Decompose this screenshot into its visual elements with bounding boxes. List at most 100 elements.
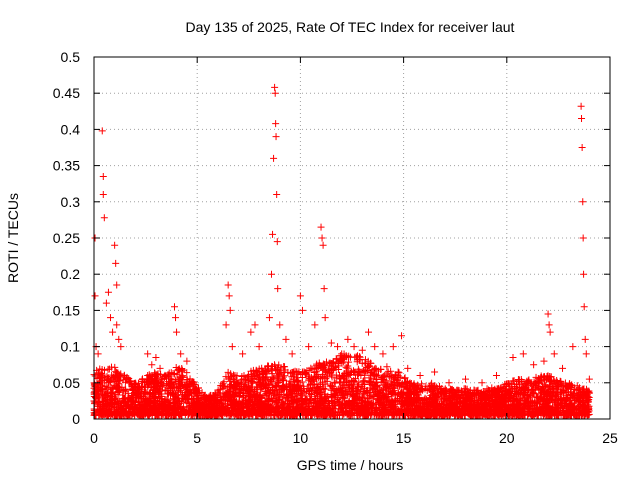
data-point [531, 397, 539, 405]
data-point [160, 399, 168, 407]
data-point [311, 395, 319, 403]
data-point [294, 378, 302, 386]
data-point [249, 401, 257, 409]
data-point [386, 402, 394, 410]
data-points [90, 83, 593, 419]
data-point [256, 409, 264, 417]
data-point [439, 411, 447, 419]
data-point [144, 390, 152, 398]
data-point [279, 404, 287, 412]
data-point [562, 397, 570, 405]
data-point [367, 411, 375, 419]
data-point [342, 408, 350, 416]
data-point [321, 405, 329, 413]
data-point [322, 408, 330, 416]
data-point [401, 375, 409, 383]
data-point [576, 397, 584, 405]
data-point [383, 363, 391, 371]
data-point [336, 352, 344, 360]
data-point [428, 401, 436, 409]
data-point [404, 392, 412, 400]
data-point [112, 393, 120, 401]
data-point [235, 399, 243, 407]
data-point [535, 385, 543, 393]
data-point [412, 389, 420, 397]
data-point [267, 376, 275, 384]
data-point [546, 396, 554, 404]
data-point [576, 384, 584, 392]
data-point [326, 369, 334, 377]
data-point [220, 378, 228, 386]
data-point [534, 383, 542, 391]
data-point [540, 374, 548, 382]
data-point [433, 390, 441, 398]
data-point [131, 405, 139, 413]
data-point [557, 386, 565, 394]
data-point [354, 388, 362, 396]
data-point [251, 385, 259, 393]
data-point [549, 387, 557, 395]
data-point [328, 371, 336, 379]
data-point [320, 384, 328, 392]
data-point [190, 390, 198, 398]
data-point [390, 403, 398, 411]
data-point [502, 403, 510, 411]
data-point [319, 405, 327, 413]
data-point [544, 383, 552, 391]
data-point [390, 378, 398, 386]
data-point [388, 409, 396, 417]
data-point [335, 357, 343, 365]
data-point [496, 399, 504, 407]
data-point [230, 387, 238, 395]
data-point [487, 388, 495, 396]
data-point [518, 394, 526, 402]
data-point [183, 376, 191, 384]
data-point [441, 395, 449, 403]
data-point [340, 381, 348, 389]
data-point [449, 396, 457, 404]
data-point [497, 394, 505, 402]
data-point [471, 400, 479, 408]
data-point [584, 397, 592, 405]
data-point [568, 391, 576, 399]
data-point [227, 382, 235, 390]
data-point [322, 375, 330, 383]
data-point [167, 369, 175, 377]
data-point [282, 382, 290, 390]
data-point [467, 405, 475, 413]
data-point [503, 390, 511, 398]
data-point [361, 371, 369, 379]
data-point [375, 410, 383, 418]
data-point [93, 391, 101, 399]
data-point [317, 380, 325, 388]
data-point [123, 411, 131, 419]
data-point [418, 385, 426, 393]
data-point [226, 407, 234, 415]
data-point [496, 410, 504, 418]
data-point [130, 400, 138, 408]
data-point [428, 388, 436, 396]
data-point [292, 401, 300, 409]
data-point [175, 397, 183, 405]
data-point [176, 410, 184, 418]
data-point [351, 353, 359, 361]
data-point [289, 375, 297, 383]
data-point [217, 395, 225, 403]
data-point [534, 393, 542, 401]
data-point [231, 372, 239, 380]
data-point [235, 408, 243, 416]
data-point [355, 404, 363, 412]
data-point [241, 396, 249, 404]
data-point [541, 387, 549, 395]
data-point [121, 378, 129, 386]
data-point [96, 387, 104, 395]
data-point [492, 405, 500, 413]
data-point [291, 367, 299, 375]
data-point [238, 376, 246, 384]
data-point [514, 397, 522, 405]
data-point [173, 403, 181, 411]
data-point [306, 409, 314, 417]
data-point [339, 403, 347, 411]
data-point [231, 381, 239, 389]
data-point [317, 364, 325, 372]
